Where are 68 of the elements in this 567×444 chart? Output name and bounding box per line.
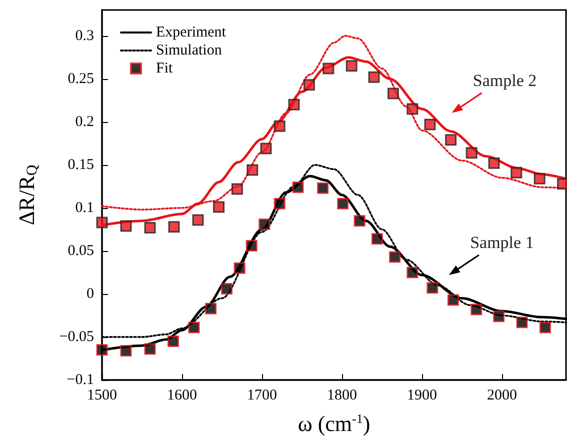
y-tick-label: 0.3 [75,28,94,44]
point [234,262,246,274]
point [260,142,272,154]
point [406,103,418,115]
legend-label: Fit [156,60,174,76]
point [221,283,233,295]
x-tick-label: 1800 [327,388,357,404]
point [317,182,329,194]
point [510,166,522,178]
x-tick-label: 1900 [407,388,437,404]
point [488,157,500,169]
point [288,98,300,110]
point [258,218,270,230]
point [466,147,478,159]
y-tick-label: −0.05 [59,328,94,345]
legend-label: Simulation [156,42,222,58]
x-tick-label: 1600 [167,388,197,404]
point [192,214,204,226]
y-tick-label: 0.2 [75,114,94,130]
point [213,201,225,213]
point [539,322,551,334]
point [426,282,438,294]
point [389,251,401,263]
point [246,164,258,176]
x-tick-label: 2000 [487,388,517,404]
point [424,118,436,130]
point [493,310,505,322]
point [322,62,334,74]
y-tick-label: 0.25 [68,70,94,87]
x-tick-label: 1500 [87,388,117,404]
point [231,183,243,195]
point [371,233,383,245]
point [168,221,180,233]
point [516,316,528,328]
point [445,134,457,146]
point [346,60,358,72]
point [470,304,482,316]
point [188,322,200,334]
point [368,71,380,83]
point [274,198,286,210]
point [292,182,304,194]
point [167,336,179,348]
point [303,79,315,91]
annotation: Sample 2 [472,70,537,90]
point [387,88,399,100]
point [96,344,108,356]
point [447,294,459,306]
point [337,198,349,210]
point [246,240,258,252]
x-tick-label: 1700 [247,388,277,404]
point [96,216,108,228]
y-axis-title: ΔR/RQ [14,164,40,226]
y-tick-label: −0.1 [66,372,94,388]
point [144,343,156,355]
point [144,222,156,234]
point [534,172,546,184]
legend-label: Experiment [156,24,227,40]
y-tick-label: 0.05 [68,242,94,259]
y-tick-label: 0 [86,286,94,302]
y-tick-label: 0.1 [75,200,94,216]
point [274,120,286,132]
point [120,220,132,232]
y-tick-label: 0.15 [68,156,94,173]
point [406,266,418,278]
point [354,215,366,227]
point [120,344,132,356]
annotation: Sample 1 [470,232,534,252]
point [205,302,217,314]
